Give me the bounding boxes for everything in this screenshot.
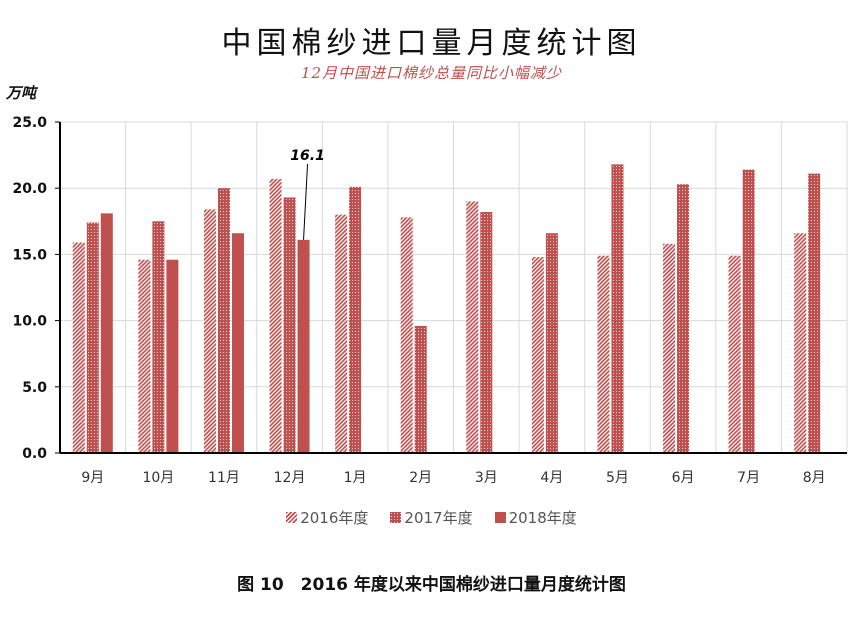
x-tick-label: 9月 [81,470,104,486]
legend-swatch-dotted [390,512,402,523]
annotation-label: 16.1 [290,148,325,164]
bar-2018年度-11月 [231,233,244,453]
chart-title: 中国棉纱进口量月度统计图 [221,26,642,61]
x-tick-label: 7月 [737,470,760,486]
bars [72,164,821,454]
x-tick-label: 1月 [344,470,367,486]
bar-2016年度-12月 [269,178,282,453]
bar-2017年度-5月 [611,164,624,454]
bar-2017年度-1月 [349,186,362,453]
x-tick-label: 11月 [208,470,240,486]
y-tick-label: 15.0 [12,247,47,263]
x-tick-label: 4月 [540,470,563,486]
bar-2016年度-2月 [400,217,413,453]
bar-2018年度-12月 [297,239,310,453]
axes [55,121,847,454]
y-tick-label: 5.0 [22,380,47,396]
y-tick-label: 25.0 [12,115,47,131]
chart-subtitle: 12月中国进口棉纱总量同比小幅减少 [300,64,563,82]
y-axis-unit: 万吨 [6,84,37,102]
legend-item-2017: 2017年度 [390,507,473,528]
x-tick-label: 8月 [803,470,826,486]
y-tick-label: 0.0 [22,446,47,462]
legend-label: 2018年度 [508,509,577,527]
bar-2017年度-2月 [414,325,427,453]
bar-2016年度-1月 [335,214,348,453]
bar-2016年度-9月 [72,242,85,453]
bar-2017年度-4月 [545,233,558,453]
bar-2016年度-8月 [794,233,807,453]
legend-item-2018: 2018年度 [494,507,577,528]
bar-2018年度-10月 [166,259,179,453]
bar-2016年度-11月 [203,209,216,453]
figure-caption: 图 10 2016 年度以来中国棉纱进口量月度统计图 [237,575,626,595]
x-tick-label: 5月 [606,470,629,486]
bar-2016年度-6月 [663,243,676,453]
x-tick-label: 3月 [475,470,498,486]
bar-2016年度-4月 [531,257,544,453]
bar-2018年度-9月 [100,213,113,453]
bar-2017年度-8月 [808,173,821,454]
legend-label: 2016年度 [300,509,369,527]
legend-swatch-hatch [286,512,298,523]
legend-label: 2017年度 [404,509,473,527]
annotations: 16.1 [290,148,325,240]
legend: 2016年度 2017年度 2018年度 [0,507,863,528]
bar-2017年度-7月 [742,169,755,453]
x-tick-label: 6月 [672,470,695,486]
y-tick-label: 20.0 [12,181,47,197]
annotation-leader-line [303,163,309,240]
y-tick-label: 10.0 [12,314,47,330]
bar-2017年度-12月 [283,197,296,453]
x-tick-label: 12月 [274,470,306,486]
bar-2016年度-3月 [466,201,479,453]
legend-item-2016: 2016年度 [286,507,368,528]
bar-2017年度-3月 [480,212,493,453]
x-tick-label: 2月 [409,470,432,486]
bar-2016年度-10月 [138,259,151,453]
bar-2016年度-7月 [728,255,741,453]
bar-2017年度-9月 [86,222,99,453]
bar-2017年度-6月 [677,184,690,453]
axis-labels: 0.0 5.0 10.0 15.0 20.0 25.0 9月 10月 11月 12月 1月 2月 3月 4… [12,115,825,486]
bar-2017年度-10月 [152,221,165,453]
bar-2017年度-11月 [217,188,230,453]
legend-swatch-solid [494,512,506,523]
x-tick-label: 10月 [142,470,174,486]
gridlines [60,121,848,453]
bar-2016年度-5月 [597,255,610,453]
